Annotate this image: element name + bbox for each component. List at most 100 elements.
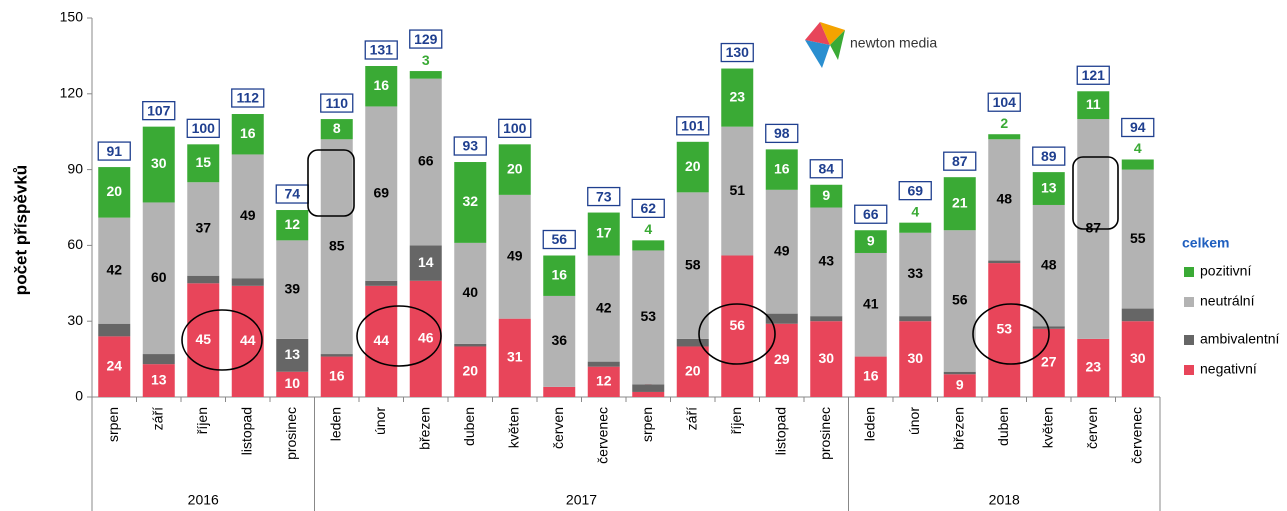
data-label: 45 [195,331,211,347]
total-label: 131 [370,42,394,58]
bar-segment [765,323,798,397]
bar-segment [854,356,887,397]
data-label: 69 [373,184,389,200]
bar-segment [988,263,1021,397]
total-label: 121 [1082,67,1106,83]
bar-segment [676,346,709,397]
total-box [320,93,354,113]
bar-segment [988,139,1021,261]
y-tick-label: 90 [67,160,83,176]
total-label: 66 [863,206,879,222]
data-label: 20 [507,160,523,176]
bar-segment [142,354,175,365]
x-tick-label: červen [550,407,566,449]
legend-swatch [1184,297,1194,307]
data-label: 49 [240,207,256,223]
bar-segment [632,391,665,397]
data-label: 58 [685,256,701,272]
total-box [943,151,977,171]
bar-segment [943,230,976,372]
legend-swatch [1184,365,1194,375]
bar-segment [854,252,887,357]
bar-segment [1077,338,1110,397]
total-box [854,204,888,224]
total-label: 74 [284,186,300,202]
data-label: 12 [596,373,612,389]
total-label: 100 [503,120,527,136]
total-box [1032,146,1066,166]
data-label: 9 [822,187,830,203]
data-label: 33 [907,265,923,281]
data-label: 49 [774,242,790,258]
total-box [364,40,398,60]
legend-title: celkem [1182,235,1229,251]
data-label: 13 [1041,179,1057,195]
x-tick-label: duben [995,407,1011,446]
bar-segment [320,356,353,397]
bar-segment [1077,91,1110,120]
total-label: 87 [952,153,968,169]
data-label: 56 [952,292,968,308]
bar-segment [142,364,175,397]
total-label: 130 [726,44,750,60]
data-label: 40 [462,284,478,300]
data-label: 16 [863,367,879,383]
bar-segment [498,144,531,195]
x-tick-label: srpen [639,407,655,442]
bar-segment [587,361,620,367]
bar-segment [676,338,709,347]
bar-segment [810,207,843,317]
x-tick-label: prosinec [817,407,833,460]
data-label: 30 [818,350,834,366]
bar-segment [276,210,309,241]
data-label: 16 [373,77,389,93]
x-tick-label: říjen [728,407,744,434]
y-tick-label: 150 [60,9,84,25]
bar-segment [1121,159,1154,170]
data-label: 66 [418,153,434,169]
x-tick-label: leden [327,407,343,441]
data-label: 85 [329,237,345,253]
x-tick-label: únor [906,407,922,435]
total-box [676,116,710,136]
bar-segment [943,374,976,397]
x-tick-label: březen [416,407,432,450]
total-box [720,42,754,63]
bar-segment [409,78,442,246]
group-label: 2016 [188,492,219,508]
data-label: 16 [774,160,790,176]
total-label: 104 [993,94,1017,110]
bar-segment [1032,172,1065,205]
bar-segment [721,126,754,256]
total-label: 91 [106,143,122,159]
bar-segment [187,283,220,397]
bar-segment [810,316,843,322]
data-label: 13 [151,371,167,387]
total-label: 101 [681,118,705,134]
total-label: 93 [462,138,478,154]
bar-segment [721,68,754,127]
bar-segment [409,71,442,79]
data-label: 20 [462,362,478,378]
data-label: 32 [462,193,478,209]
bar-segment [231,285,264,397]
x-tick-label: duben [461,407,477,446]
legend-label: negativní [1200,361,1257,377]
total-box [1121,117,1155,138]
data-label: 37 [195,220,211,236]
data-label: 51 [729,182,745,198]
data-label: 56 [729,317,745,333]
x-tick-label: říjen [194,407,210,434]
y-tick-label: 0 [75,388,83,404]
data-label: 16 [551,266,567,282]
bar-segment [676,141,709,193]
bar-segment [365,280,398,286]
bar-segment [409,280,442,397]
data-label: 21 [952,194,968,210]
bar-segment [187,182,220,276]
group-label: 2017 [566,492,597,508]
legend-label: ambivalentní [1200,331,1279,347]
data-label: 30 [151,155,167,171]
total-label: 98 [774,125,790,141]
bar-segment [810,321,843,397]
